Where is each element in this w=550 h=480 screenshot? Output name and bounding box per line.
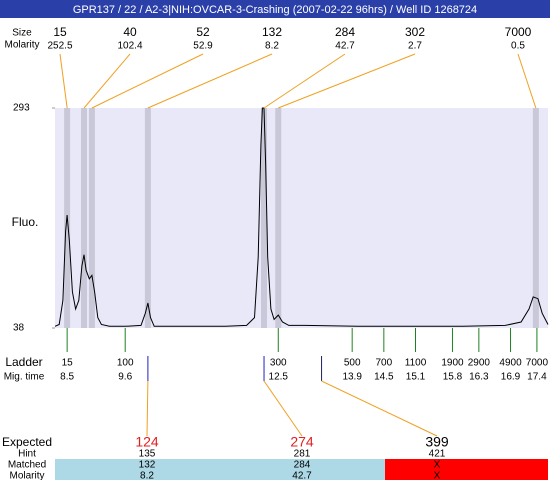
- peak-molarity: 2.7: [408, 41, 422, 52]
- row-label: Matched: [8, 460, 46, 471]
- ladder-size: 1100: [405, 358, 427, 369]
- hint: 421: [429, 449, 446, 460]
- ladder-time-label: Mig. time: [4, 372, 45, 383]
- peak-connector: [59, 53, 68, 109]
- peak-molarity: 42.7: [335, 41, 355, 52]
- molarity: 8.2: [140, 471, 154, 480]
- y-tick-label: 38: [13, 323, 25, 334]
- peak-band: [532, 108, 539, 328]
- ladder-time: 8.5: [60, 372, 74, 383]
- y-axis-label: Fluo.: [12, 215, 39, 229]
- peak-size: 132: [262, 25, 282, 39]
- matched: X: [434, 460, 441, 471]
- peak-band: [88, 108, 95, 328]
- ladder-time: 16.9: [501, 372, 521, 383]
- ladder-size: 100: [117, 358, 134, 369]
- expected-connector: [263, 380, 303, 437]
- ladder-size: 4900: [499, 358, 522, 369]
- peak-molarity: 0.5: [511, 41, 525, 52]
- ladder-size: 15: [62, 358, 74, 369]
- peak-connector: [278, 53, 416, 109]
- peak-molarity: 102.4: [117, 41, 142, 52]
- peak-connector: [263, 53, 346, 109]
- ladder-size: 700: [375, 358, 392, 369]
- ladder-time: 14.5: [374, 372, 394, 383]
- ladder-time: 13.9: [342, 372, 362, 383]
- ladder-time: 16.3: [469, 372, 489, 383]
- matched: 284: [294, 460, 311, 471]
- expected-connector: [321, 380, 438, 437]
- peak-connector: [91, 53, 204, 109]
- peak-band: [144, 108, 151, 328]
- match-cell: [220, 459, 385, 480]
- peak-size: 302: [405, 25, 425, 39]
- trace: [54, 107, 549, 327]
- matched: 132: [139, 460, 156, 471]
- peak-connector: [517, 53, 537, 109]
- ladder-time: 15.8: [443, 372, 463, 383]
- peak-molarity: 8.2: [265, 41, 279, 52]
- title-bar: [0, 0, 550, 18]
- row-label: Molarity: [9, 471, 44, 480]
- peak-band: [261, 108, 268, 328]
- y-tick-label: 293: [13, 103, 30, 114]
- expected-size: 124: [135, 434, 159, 450]
- title: GPR137 / 22 / A2-3|NIH:OVCAR-3-Crashing …: [73, 4, 477, 16]
- peak-band: [275, 108, 282, 328]
- ladder-time: 15.1: [406, 372, 426, 383]
- molarity: 42.7: [292, 471, 312, 480]
- peak-band: [81, 108, 88, 328]
- peak-connector: [83, 53, 131, 109]
- hint: 281: [294, 449, 311, 460]
- hint: 135: [139, 449, 156, 460]
- molarity: X: [434, 471, 441, 480]
- peak-size: 40: [123, 25, 137, 39]
- ladder-size: 300: [270, 358, 287, 369]
- peak-connector: [147, 53, 273, 109]
- ladder-time: 17.4: [527, 372, 547, 383]
- row-label: Size: [12, 28, 32, 39]
- peak-molarity: 252.5: [47, 41, 72, 52]
- ladder-size: 2900: [468, 358, 491, 369]
- expected-label: Expected: [2, 435, 52, 449]
- ladder-size: 500: [344, 358, 361, 369]
- peak-size: 52: [196, 25, 210, 39]
- expected-connector: [146, 380, 149, 437]
- peak-molarity: 52.9: [193, 41, 213, 52]
- peak-size: 7000: [505, 25, 532, 39]
- match-cell: [55, 459, 220, 480]
- ladder-time: 12.5: [269, 372, 289, 383]
- expected-size: 399: [425, 434, 449, 450]
- match-cell: [385, 459, 548, 480]
- ladder-size: 1900: [441, 358, 464, 369]
- expected-size: 274: [290, 434, 314, 450]
- peak-size: 284: [335, 25, 355, 39]
- peak-size: 15: [53, 25, 67, 39]
- row-label: Hint: [18, 449, 36, 460]
- row-label: Molarity: [4, 40, 39, 51]
- ladder-size: 7000: [526, 358, 549, 369]
- ladder-label: Ladder: [5, 355, 42, 369]
- plot-area: [55, 108, 548, 328]
- ladder-time: 9.6: [118, 372, 132, 383]
